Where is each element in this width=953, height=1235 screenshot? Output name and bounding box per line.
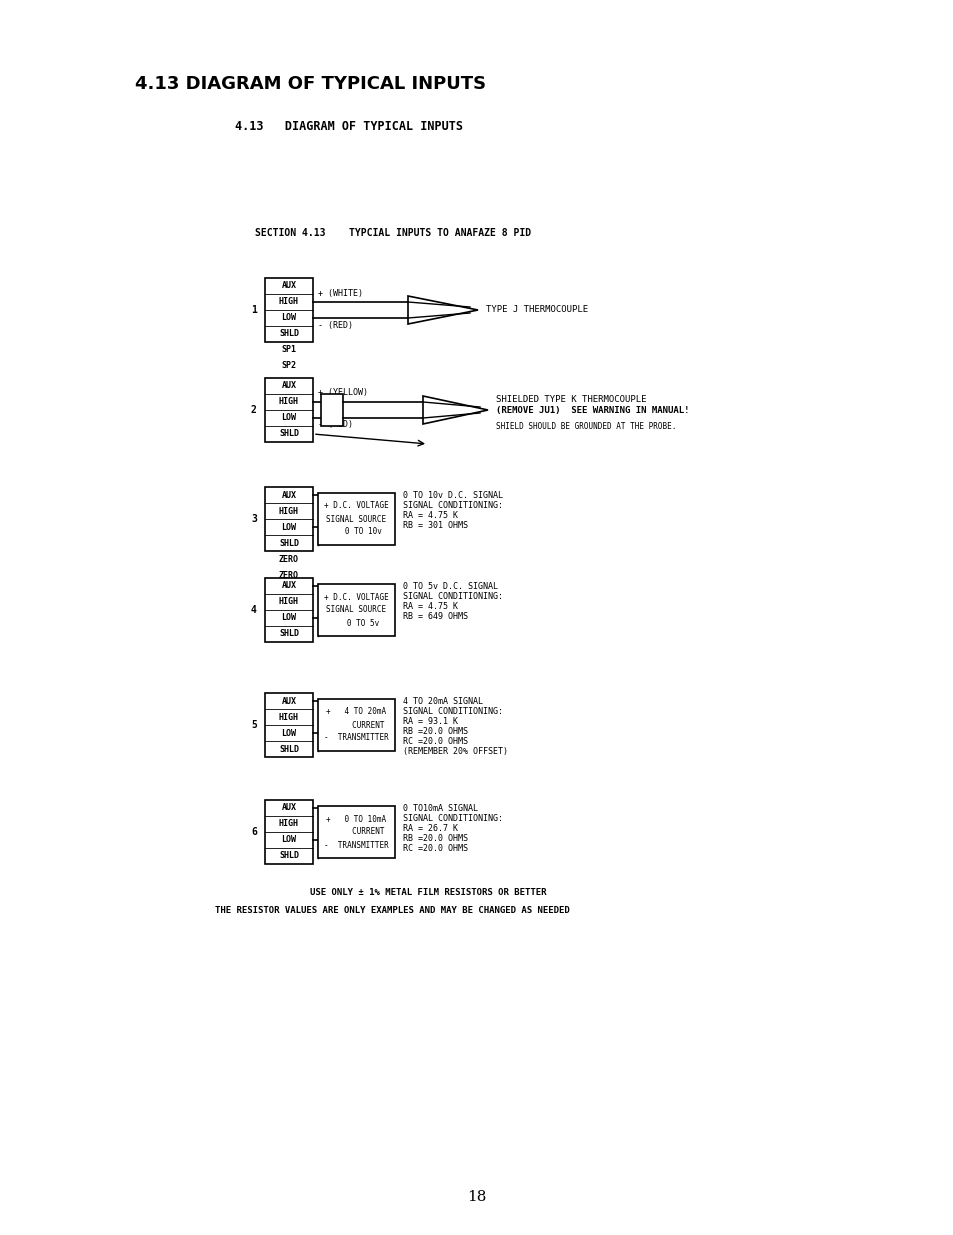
Text: LOW: LOW — [281, 314, 296, 322]
Text: SIGNAL CONDITIONING:: SIGNAL CONDITIONING: — [402, 592, 502, 601]
Text: 4.13 DIAGRAM OF TYPICAL INPUTS: 4.13 DIAGRAM OF TYPICAL INPUTS — [135, 75, 486, 93]
Text: + D.C. VOLTAGE: + D.C. VOLTAGE — [324, 593, 389, 601]
Text: LOW: LOW — [281, 836, 296, 845]
Text: 1: 1 — [251, 305, 256, 315]
Text: RB = 649 OHMS: RB = 649 OHMS — [402, 613, 468, 621]
Text: RC =20.0 OHMS: RC =20.0 OHMS — [402, 737, 468, 746]
Text: SIGNAL SOURCE: SIGNAL SOURCE — [326, 605, 386, 615]
Text: SHIELDED TYPE K THERMOCOUPLE: SHIELDED TYPE K THERMOCOUPLE — [496, 395, 646, 405]
Polygon shape — [422, 396, 488, 424]
Text: ZERO: ZERO — [278, 571, 298, 579]
Polygon shape — [408, 296, 477, 324]
Text: THE RESISTOR VALUES ARE ONLY EXAMPLES AND MAY BE CHANGED AS NEEDED: THE RESISTOR VALUES ARE ONLY EXAMPLES AN… — [214, 906, 569, 915]
Text: -  TRANSMITTER: - TRANSMITTER — [324, 734, 389, 742]
Text: SHLD: SHLD — [278, 538, 298, 547]
Text: 0 TO 10v D.C. SIGNAL: 0 TO 10v D.C. SIGNAL — [402, 492, 502, 500]
Bar — [320, 394, 343, 426]
Text: RB =20.0 OHMS: RB =20.0 OHMS — [402, 727, 468, 736]
Bar — [265, 487, 313, 551]
Text: RA = 26.7 K: RA = 26.7 K — [402, 824, 457, 832]
Text: + D.C. VOLTAGE: + D.C. VOLTAGE — [324, 501, 389, 510]
Text: - (RED): - (RED) — [317, 420, 353, 429]
Text: CURRENT: CURRENT — [329, 720, 384, 730]
Text: LOW: LOW — [281, 522, 296, 531]
Text: HIGH: HIGH — [278, 506, 298, 515]
Text: (REMOVE JU1)  SEE WARNING IN MANUAL!: (REMOVE JU1) SEE WARNING IN MANUAL! — [496, 405, 689, 415]
Bar — [265, 378, 313, 442]
Text: RC =20.0 OHMS: RC =20.0 OHMS — [402, 844, 468, 853]
Text: CURRENT: CURRENT — [329, 827, 384, 836]
Text: +   4 TO 20mA: + 4 TO 20mA — [326, 708, 386, 716]
Text: SHLD: SHLD — [278, 851, 298, 861]
Text: HIGH: HIGH — [278, 820, 298, 829]
Bar — [317, 806, 395, 858]
Text: 2: 2 — [251, 405, 256, 415]
Text: SIGNAL CONDITIONING:: SIGNAL CONDITIONING: — [402, 706, 502, 716]
Text: 4: 4 — [251, 605, 256, 615]
Text: 0 TO 5v D.C. SIGNAL: 0 TO 5v D.C. SIGNAL — [402, 582, 497, 592]
Text: + (YELLOW): + (YELLOW) — [317, 388, 368, 396]
Text: SP2: SP2 — [281, 362, 296, 370]
Bar — [265, 578, 313, 642]
Text: HIGH: HIGH — [278, 398, 298, 406]
Text: HIGH: HIGH — [278, 598, 298, 606]
Text: SHLD: SHLD — [278, 745, 298, 753]
Text: SECTION 4.13    TYPCIAL INPUTS TO ANAFAZE 8 PID: SECTION 4.13 TYPCIAL INPUTS TO ANAFAZE 8… — [254, 228, 531, 238]
Text: SHLD: SHLD — [278, 430, 298, 438]
Text: AUX: AUX — [281, 582, 296, 590]
Text: AUX: AUX — [281, 382, 296, 390]
Text: LOW: LOW — [281, 729, 296, 737]
Text: SIGNAL CONDITIONING:: SIGNAL CONDITIONING: — [402, 814, 502, 823]
Text: 5: 5 — [251, 720, 256, 730]
Text: SHLD: SHLD — [278, 630, 298, 638]
Text: 0 TO10mA SIGNAL: 0 TO10mA SIGNAL — [402, 804, 477, 813]
Text: AUX: AUX — [281, 804, 296, 813]
Bar — [265, 800, 313, 864]
Text: -  TRANSMITTER: - TRANSMITTER — [324, 841, 389, 850]
Text: 6: 6 — [251, 827, 256, 837]
Text: ZERO: ZERO — [278, 555, 298, 563]
Text: AUX: AUX — [281, 697, 296, 705]
Text: SP1: SP1 — [281, 346, 296, 354]
Text: AUX: AUX — [281, 282, 296, 290]
Text: SIGNAL CONDITIONING:: SIGNAL CONDITIONING: — [402, 501, 502, 510]
Bar — [317, 699, 395, 751]
Text: RB = 301 OHMS: RB = 301 OHMS — [402, 521, 468, 530]
Text: RA = 4.75 K: RA = 4.75 K — [402, 601, 457, 611]
Text: 4 TO 20mA SIGNAL: 4 TO 20mA SIGNAL — [402, 697, 482, 706]
Text: HIGH: HIGH — [278, 298, 298, 306]
Bar — [317, 493, 395, 545]
Text: 0 TO 5v: 0 TO 5v — [333, 619, 379, 627]
Text: - (RED): - (RED) — [317, 321, 353, 330]
Text: LOW: LOW — [281, 614, 296, 622]
Text: + (WHITE): + (WHITE) — [317, 289, 363, 298]
Text: RA = 93.1 K: RA = 93.1 K — [402, 718, 457, 726]
Text: 3: 3 — [251, 514, 256, 524]
Text: RA = 4.75 K: RA = 4.75 K — [402, 511, 457, 520]
Text: HIGH: HIGH — [278, 713, 298, 721]
Bar — [317, 584, 395, 636]
Text: AUX: AUX — [281, 490, 296, 499]
Text: LOW: LOW — [281, 414, 296, 422]
Text: 0 TO 10v: 0 TO 10v — [331, 527, 381, 536]
Text: 4.13   DIAGRAM OF TYPICAL INPUTS: 4.13 DIAGRAM OF TYPICAL INPUTS — [234, 120, 462, 133]
Text: +   0 TO 10mA: + 0 TO 10mA — [326, 815, 386, 824]
Bar — [265, 278, 313, 342]
Text: (REMEMBER 20% OFFSET): (REMEMBER 20% OFFSET) — [402, 747, 507, 756]
Text: SHLD: SHLD — [278, 330, 298, 338]
Text: SIGNAL SOURCE: SIGNAL SOURCE — [326, 515, 386, 524]
Bar — [265, 693, 313, 757]
Text: RB =20.0 OHMS: RB =20.0 OHMS — [402, 834, 468, 844]
Text: TYPE J THERMOCOUPLE: TYPE J THERMOCOUPLE — [485, 305, 587, 315]
Text: 18: 18 — [467, 1191, 486, 1204]
Text: USE ONLY ± 1% METAL FILM RESISTORS OR BETTER: USE ONLY ± 1% METAL FILM RESISTORS OR BE… — [310, 888, 546, 897]
Text: SHIELD SHOULD BE GROUNDED AT THE PROBE.: SHIELD SHOULD BE GROUNDED AT THE PROBE. — [496, 422, 676, 431]
